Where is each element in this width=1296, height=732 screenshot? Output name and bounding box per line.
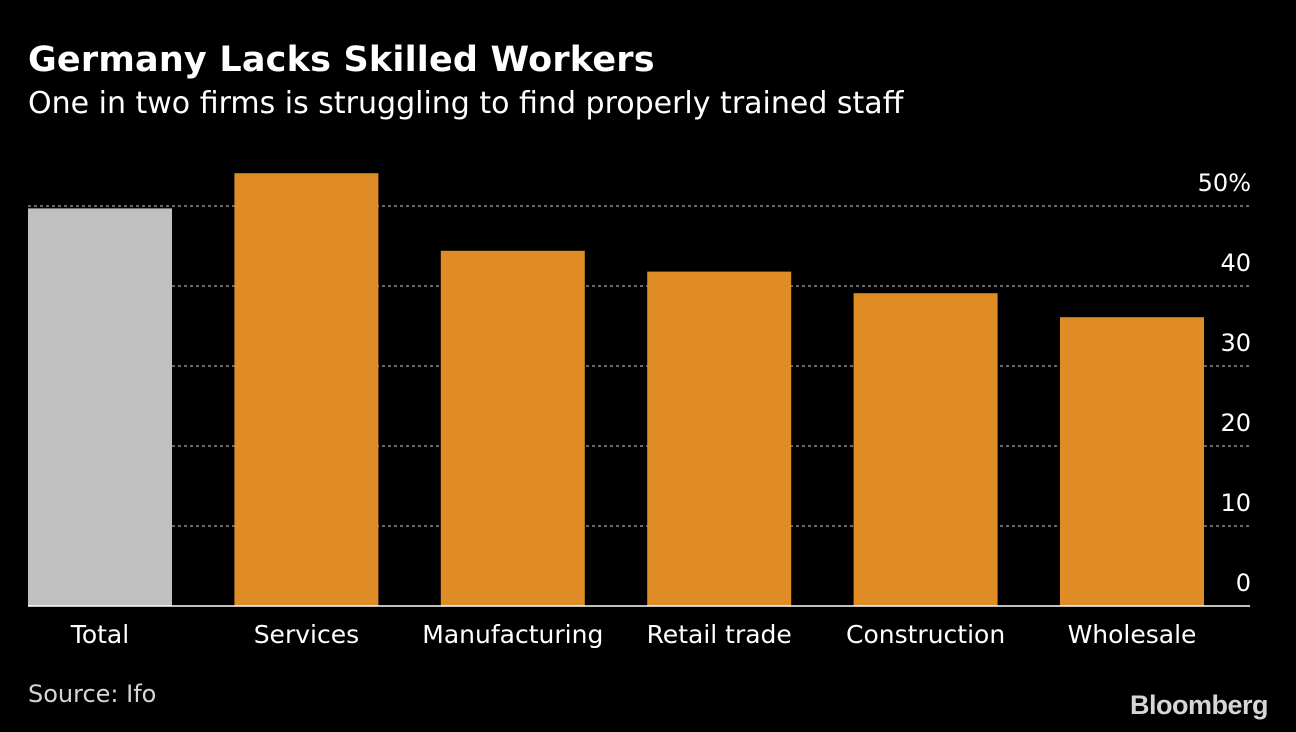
x-tick-label-manufacturing: Manufacturing: [422, 620, 603, 649]
source-note: Source: Ifo: [28, 680, 157, 708]
bar-manufacturing: [440, 250, 585, 607]
bloomberg-logo: Bloomberg: [1129, 690, 1269, 720]
y-tick-label-30: 30: [1220, 329, 1251, 357]
bars: [28, 173, 1204, 607]
y-tick-label-20: 20: [1220, 409, 1251, 437]
bar-retail-trade: [647, 271, 792, 606]
y-tick-label-40: 40: [1220, 249, 1251, 277]
chart-title: Germany Lacks Skilled Workers: [28, 40, 655, 80]
x-tick-label-construction: Construction: [846, 620, 1005, 649]
y-tick-label-10: 10: [1220, 489, 1251, 517]
bar-total: [28, 208, 172, 606]
axes: 0 10 20 30 40 50% Total Services Manufacturing Re…: [28, 169, 1251, 649]
bar-construction: [853, 293, 998, 606]
x-tick-label-total: Total: [70, 620, 129, 649]
x-tick-label-wholesale: Wholesale: [1068, 620, 1197, 649]
bar-services: [234, 173, 379, 606]
y-tick-label-50: 50%: [1198, 169, 1251, 197]
bar-wholesale: [1060, 317, 1204, 606]
x-tick-label-retail-trade: Retail trade: [647, 620, 792, 649]
chart-subtitle: One in two firms is struggling to find p…: [28, 86, 904, 121]
x-tick-label-services: Services: [254, 620, 359, 649]
y-tick-label-0: 0: [1236, 569, 1251, 597]
